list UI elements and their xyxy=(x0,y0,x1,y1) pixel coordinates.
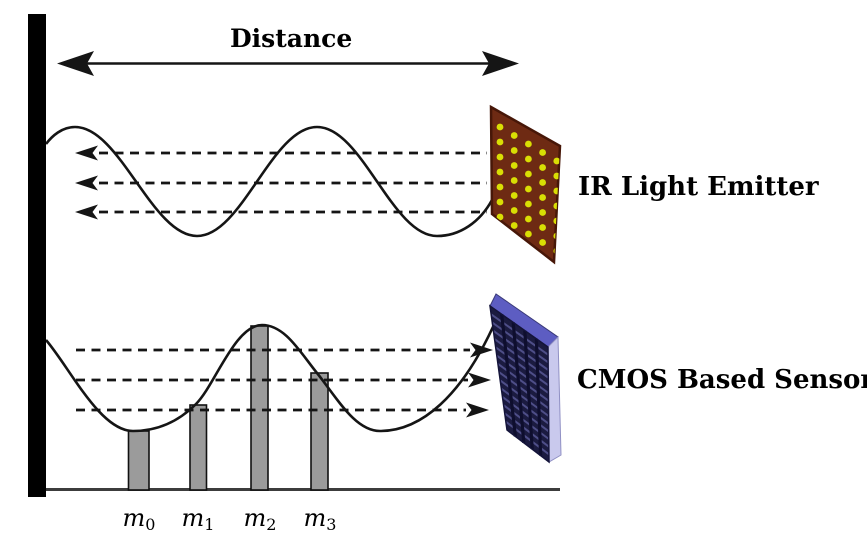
emitter-dot xyxy=(553,157,560,165)
emitter-dot xyxy=(496,123,504,131)
sensor-ridge-line xyxy=(495,346,549,387)
sample-label-m0: m0 xyxy=(117,504,161,534)
emitter-dot xyxy=(496,213,504,221)
reflected-wave xyxy=(45,317,499,433)
emitter-dot xyxy=(525,170,532,178)
emitter-dot xyxy=(525,185,532,193)
sensor-ridge-line xyxy=(490,313,549,356)
reflected-rays xyxy=(76,348,470,412)
emitted-wave xyxy=(44,125,494,238)
emitter-dot xyxy=(510,207,518,214)
emitted-ray-arrowheads xyxy=(75,145,98,220)
emitter-dot xyxy=(539,149,546,156)
sample-bar-m1 xyxy=(189,404,208,491)
right-arrowhead-icon xyxy=(468,372,491,388)
sample-bars xyxy=(127,325,329,491)
right-arrowhead-icon xyxy=(482,51,519,76)
sensor-ridge-line xyxy=(493,338,549,379)
sample-subscript: 3 xyxy=(326,515,337,534)
emitter-dot xyxy=(525,230,532,238)
emitter-dot xyxy=(510,147,518,154)
sensor-front-outline xyxy=(489,304,550,464)
emitter-dot xyxy=(539,224,546,231)
distance-arrow xyxy=(57,51,519,76)
emitter-dot xyxy=(539,164,546,171)
emitter-dot xyxy=(539,194,546,201)
emitter-dot xyxy=(525,215,532,223)
sensor-side-face xyxy=(547,335,562,463)
wall xyxy=(28,14,46,497)
emitter-dot xyxy=(510,192,518,199)
left-arrowhead-icon xyxy=(75,204,98,220)
emitter-dot xyxy=(525,140,532,148)
sensor-divider-line xyxy=(500,314,517,437)
reflected-ray-arrowheads xyxy=(466,342,493,418)
right-arrowhead-icon xyxy=(466,402,489,418)
sample-label-m1: m1 xyxy=(176,504,220,534)
sample-subscript: 1 xyxy=(204,515,215,534)
sensor-divider-line xyxy=(523,330,534,450)
emitter-dot xyxy=(496,153,504,161)
emitter-dot xyxy=(496,198,504,206)
emitter-dot xyxy=(496,168,504,176)
sample-label-m2: m2 xyxy=(238,504,282,534)
emitter-dot xyxy=(525,200,532,208)
distance-label: Distance xyxy=(230,24,353,53)
emitter-dot xyxy=(510,222,518,229)
sensor-label: CMOS Based Sensor xyxy=(577,365,867,395)
sample-base: m xyxy=(243,504,267,532)
emitter-dot xyxy=(539,179,546,186)
sensor-divider-line xyxy=(511,322,526,443)
sample-bar-m3 xyxy=(310,372,329,491)
emitted-rays xyxy=(99,151,487,214)
emitter-dot xyxy=(510,162,518,169)
emitter-dot xyxy=(496,183,504,191)
sample-base: m xyxy=(303,504,327,532)
left-arrowhead-icon xyxy=(75,145,98,161)
sensor-ridge-line xyxy=(491,321,549,364)
ir-emitter-panel xyxy=(489,104,562,265)
cmos-sensor-panel xyxy=(489,293,562,464)
sample-subscript: 0 xyxy=(145,515,156,534)
emitter-dot xyxy=(510,177,518,184)
emitter-dots xyxy=(496,123,560,255)
emitter-dot xyxy=(553,187,560,195)
sample-base: m xyxy=(122,504,146,532)
sensor-ridge-line xyxy=(492,329,549,371)
emitter-dot xyxy=(539,209,546,216)
sample-base: m xyxy=(181,504,205,532)
sample-label-m3: m3 xyxy=(298,504,342,534)
emitter-dot xyxy=(525,155,532,163)
sensor-divider-line xyxy=(534,338,543,456)
left-arrowhead-icon xyxy=(57,51,94,76)
emitter-dot xyxy=(510,132,518,139)
emitter-label: IR Light Emitter xyxy=(578,172,819,202)
emitter-dot xyxy=(553,247,560,255)
sensor-ridges xyxy=(490,313,550,456)
sample-bar-m0 xyxy=(127,430,150,491)
right-arrowhead-icon xyxy=(470,342,493,358)
emitter-dot xyxy=(539,239,546,246)
emitter-dot xyxy=(496,138,504,146)
left-arrowhead-icon xyxy=(75,175,98,191)
emitter-dot xyxy=(553,232,560,240)
sample-subscript: 2 xyxy=(266,515,277,534)
ir-emitter-face xyxy=(489,104,562,265)
